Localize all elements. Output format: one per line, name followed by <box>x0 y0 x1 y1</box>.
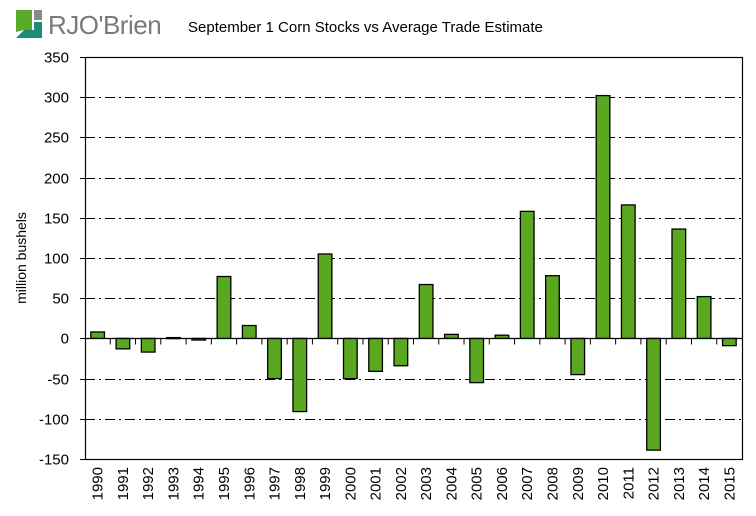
y-tick-label: -150 <box>39 452 69 469</box>
x-tick-label: 2004 <box>443 467 460 500</box>
y-tick-labels: -150 -100 -50 0 50 100 150 200 250 300 350 <box>39 50 69 469</box>
gridlines <box>85 97 742 420</box>
y-tick-label: 300 <box>44 90 69 107</box>
bar-2008 <box>545 275 560 340</box>
bar-1991 <box>115 337 131 350</box>
x-tick-label: 1991 <box>115 467 132 500</box>
x-tick-label: 1999 <box>317 467 334 500</box>
bar-2003 <box>418 283 434 340</box>
rjobrien-logo: RJO'Brien <box>14 8 162 40</box>
bar-2001 <box>368 337 384 373</box>
bar-2011 <box>620 204 636 340</box>
x-tick-label: 2005 <box>469 467 486 500</box>
bar-2009 <box>570 337 586 376</box>
y-tick-label: 0 <box>61 331 69 348</box>
x-tick-label: 2000 <box>342 467 359 500</box>
bar-1996 <box>241 324 257 340</box>
bars <box>90 94 737 451</box>
bar-2005 <box>469 337 485 384</box>
x-tick-labels: 1990 1991 1992 1993 1994 1995 1996 1997 1998 1999… <box>90 467 739 500</box>
y-tick-label: 150 <box>44 211 69 228</box>
logo-text: RJO'Brien <box>48 10 162 40</box>
y-tick-label: -100 <box>39 412 69 429</box>
y-tick-label: -50 <box>47 372 69 389</box>
x-tick-label: 2012 <box>646 467 663 500</box>
bar-1995 <box>216 275 232 340</box>
bar-1998 <box>292 337 308 413</box>
bar-2007 <box>519 210 535 340</box>
y-tick-label: 350 <box>44 50 69 67</box>
bar-1990 <box>90 331 106 340</box>
x-tick-label: 1990 <box>90 467 107 500</box>
x-tick-label: 2014 <box>696 467 713 500</box>
y-axis-label: million bushels <box>13 212 29 304</box>
x-tick-label: 2007 <box>519 467 536 500</box>
logo-mark-icon <box>16 10 42 38</box>
x-tick-label: 1997 <box>267 467 284 500</box>
bar-2014 <box>696 295 712 340</box>
bar-1997 <box>267 337 282 380</box>
x-tick-label: 1994 <box>191 467 208 500</box>
x-tick-label: 1998 <box>292 467 309 500</box>
y-tick-label: 50 <box>52 291 69 308</box>
bar-2012 <box>646 337 662 451</box>
x-tick-label: 2015 <box>721 467 738 500</box>
x-tick-label: 2006 <box>494 467 511 500</box>
y-tick-label: 250 <box>44 130 69 147</box>
x-tick-label: 2008 <box>544 467 561 500</box>
x-tick-label: 2013 <box>671 467 688 500</box>
x-tick-label: 2009 <box>570 467 587 500</box>
plot-frame <box>84 56 744 461</box>
x-tick-label: 1992 <box>140 467 157 500</box>
bar-1999 <box>317 253 333 340</box>
bar-1992 <box>140 337 156 353</box>
x-tick-label: 1995 <box>216 467 233 500</box>
x-tick-label: 1993 <box>165 467 182 500</box>
bar-2013 <box>671 228 687 340</box>
bar-2010 <box>595 94 611 340</box>
x-tick-label: 2010 <box>595 467 612 500</box>
bar-2002 <box>393 337 409 367</box>
x-tick-label: 2002 <box>393 467 410 500</box>
bar-2015 <box>721 337 737 347</box>
y-tick-label: 200 <box>44 171 69 188</box>
x-tick-label: 2011 <box>620 467 637 499</box>
x-tick-label: 2003 <box>418 467 435 500</box>
bar-2000 <box>342 337 358 380</box>
axes <box>80 56 744 461</box>
bar-2004 <box>443 333 459 340</box>
x-tick-label: 2001 <box>368 467 385 500</box>
chart-title: September 1 Corn Stocks vs Average Trade… <box>188 19 543 36</box>
x-tick-label: 1996 <box>241 467 258 500</box>
y-tick-label: 100 <box>44 251 69 268</box>
